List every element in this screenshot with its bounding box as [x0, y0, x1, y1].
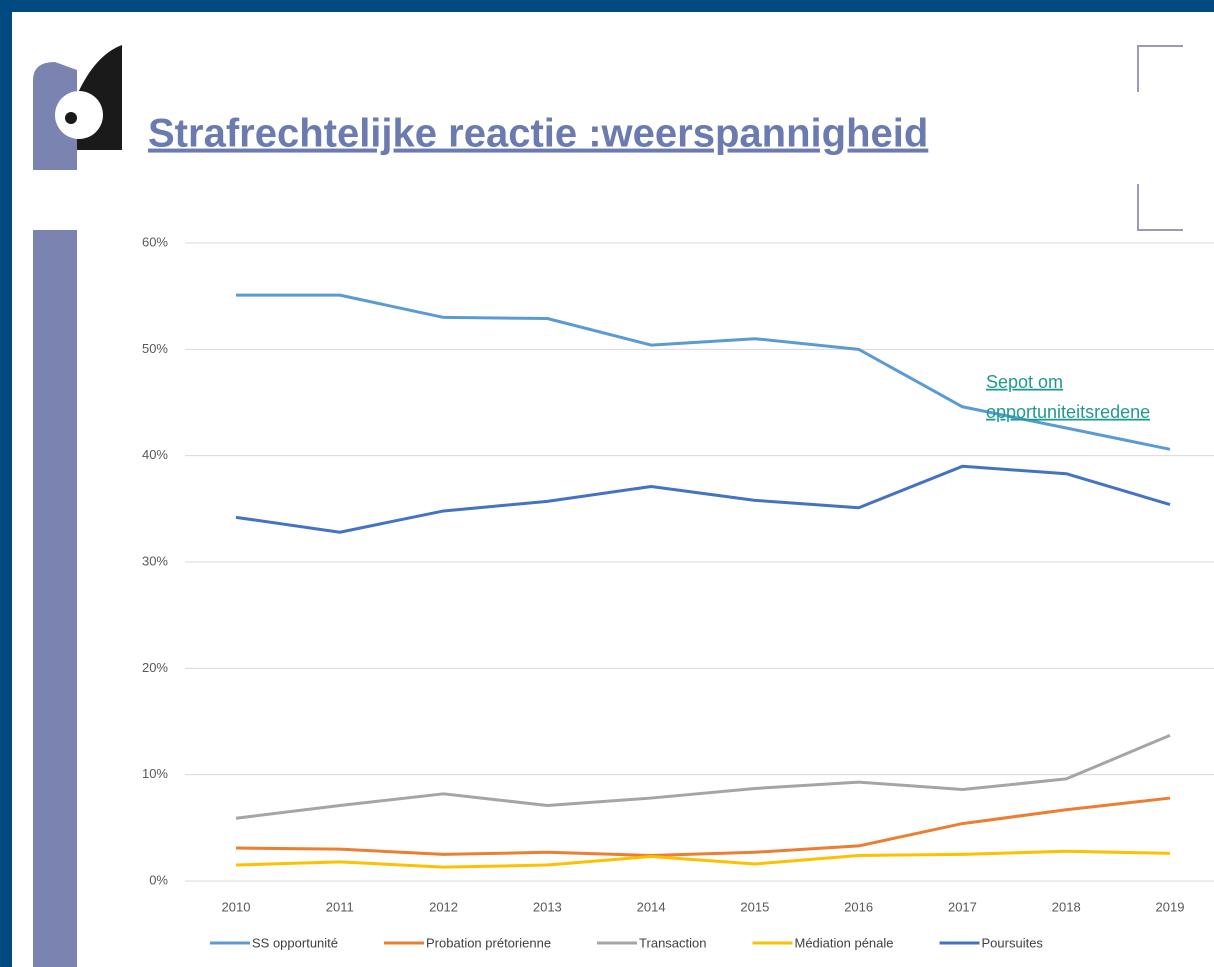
legend-label: Transaction: [639, 935, 706, 950]
x-tick-label: 2014: [637, 899, 666, 914]
series-line: [235, 733, 1171, 820]
series-line: [235, 796, 1171, 857]
legend-label: Probation prétorienne: [426, 935, 551, 950]
series-line: [236, 293, 1171, 451]
x-tick-label: 2011: [326, 899, 354, 914]
bracket: [1137, 45, 1183, 231]
annotation: Sepot om: [986, 372, 1063, 392]
series-line: [235, 464, 1171, 534]
logo: [33, 45, 122, 170]
x-tick-label: 2017: [948, 899, 977, 914]
y-tick-label: 20%: [142, 660, 168, 675]
x-tick-label: 2013: [533, 899, 562, 914]
x-tick-label: 2019: [1156, 899, 1185, 914]
y-tick-label: 0%: [149, 872, 168, 887]
y-tick-label: 30%: [142, 553, 168, 568]
y-tick-label: 50%: [142, 341, 168, 356]
x-tick-label: 2010: [222, 899, 251, 914]
legend-label: Médiation pénale: [794, 935, 893, 950]
series-line: [235, 849, 1171, 869]
y-tick-label: 10%: [142, 766, 168, 781]
x-tick-label: 2012: [429, 899, 458, 914]
x-tick-label: 2018: [1052, 899, 1081, 914]
y-tick-label: 60%: [142, 234, 168, 249]
x-tick-label: 2015: [740, 899, 769, 914]
annotation: opportuniteitsredene: [986, 402, 1150, 422]
side-bar: [33, 230, 77, 967]
y-tick-label: 40%: [142, 447, 168, 462]
slide-bg: [12, 12, 1214, 967]
legend-label: Poursuites: [982, 935, 1044, 950]
slide-title: Strafrechtelijke reactie :weerspannighei…: [148, 112, 928, 156]
x-tick-label: 2016: [844, 899, 873, 914]
legend-label: SS opportunité: [252, 935, 338, 950]
